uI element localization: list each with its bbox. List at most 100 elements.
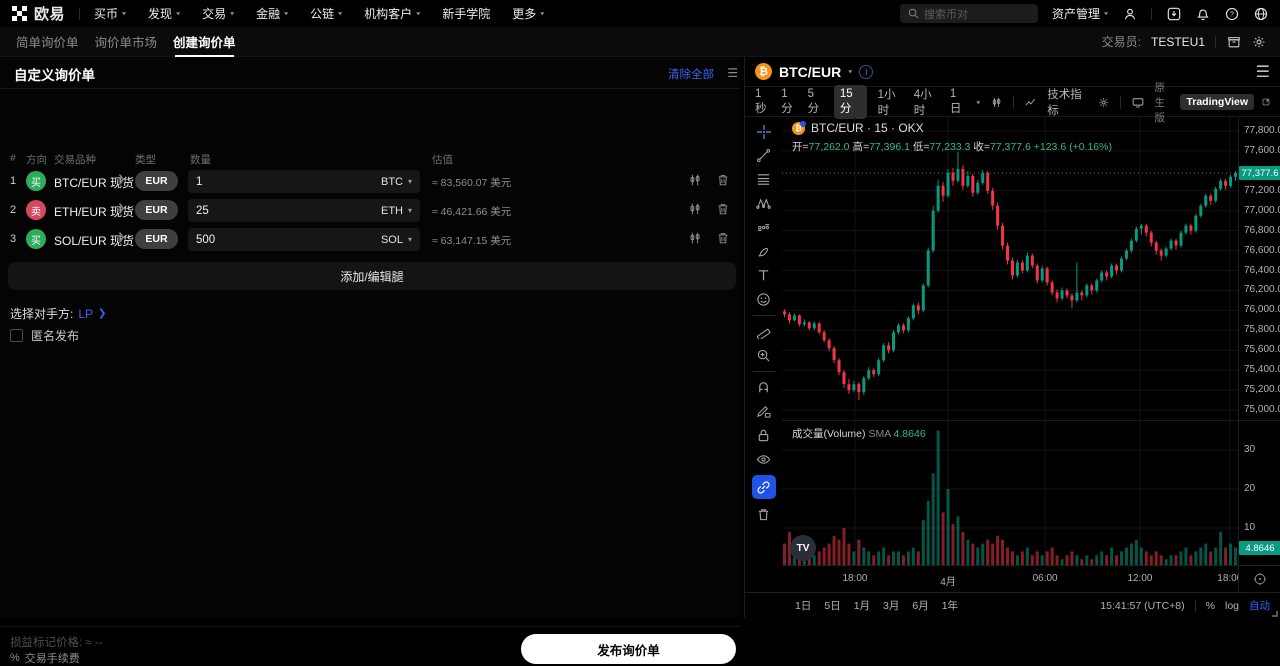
fib-retracement-tool-icon[interactable] — [753, 171, 775, 188]
crosshair-tool-icon[interactable] — [753, 123, 775, 140]
language-globe-icon[interactable] — [1253, 6, 1268, 21]
emoji-tool-icon[interactable] — [753, 291, 775, 308]
range-5d[interactable]: 5日 — [824, 600, 841, 612]
interval-1m[interactable]: 1分 — [781, 88, 793, 115]
sync-drawings-link-tool-icon[interactable] — [751, 475, 776, 499]
chevron-right-icon[interactable]: ❯ — [117, 232, 126, 243]
counterparty-value-link[interactable]: LP — [78, 306, 94, 321]
chart-type-candles-icon[interactable] — [991, 96, 1002, 109]
range-6mo[interactable]: 6月 — [912, 600, 929, 612]
fee-label[interactable]: 交易手续费 — [24, 653, 80, 665]
tradingview-logo[interactable]: TV — [790, 535, 816, 561]
magnet-tool-icon[interactable] — [753, 379, 775, 396]
panel-menu-icon[interactable]: ☰ — [727, 66, 738, 80]
clear-all-link[interactable]: 清除全部 — [668, 69, 714, 81]
download-app-icon[interactable] — [1166, 6, 1181, 21]
delete-row-icon[interactable] — [716, 231, 730, 245]
chevron-down-icon[interactable]: ▾ — [976, 98, 981, 106]
nav-item-trade[interactable]: 交易 ▾ — [202, 7, 235, 21]
tab-rfq-market[interactable]: 询价单市场 — [94, 36, 158, 50]
currency-pill-button[interactable]: EUR — [135, 200, 178, 220]
measure-ruler-tool-icon[interactable] — [753, 323, 775, 340]
nav-item-finance[interactable]: 金融 ▾ — [256, 7, 289, 21]
fullscreen-icon[interactable] — [1262, 95, 1270, 109]
anonymous-checkbox[interactable] — [10, 329, 23, 342]
range-3mo[interactable]: 3月 — [883, 600, 900, 612]
settings-gear-icon[interactable] — [1251, 34, 1266, 49]
pane-divider[interactable] — [782, 420, 1280, 421]
percent-scale-toggle[interactable]: % — [1205, 599, 1215, 612]
native-version-toggle[interactable]: 原生版 — [1154, 81, 1166, 124]
auto-scale-toggle[interactable]: 自动 — [1249, 600, 1270, 612]
publish-rfq-button[interactable]: 发布询价单 — [521, 634, 736, 664]
interval-1h[interactable]: 1小时 — [877, 89, 896, 117]
panel-resize-divider[interactable] — [740, 57, 745, 618]
indicators-label[interactable]: 技术指标 — [1047, 89, 1082, 117]
interval-15m-active[interactable]: 15分 — [833, 85, 867, 119]
chart-settings-gear-icon[interactable] — [1098, 96, 1109, 109]
amount-input[interactable]: 500 SOL ▾ — [188, 228, 420, 251]
text-tool-icon[interactable] — [753, 267, 775, 284]
log-scale-toggle[interactable]: log — [1224, 599, 1239, 612]
currency-pill-button[interactable]: EUR — [135, 229, 178, 249]
unit-select[interactable]: ETH — [380, 204, 403, 217]
amount-input[interactable]: 25 ETH ▾ — [188, 199, 420, 222]
time-axis[interactable]: 18:00 4月 06:00 12:00 18:00 — [782, 565, 1238, 592]
range-1y[interactable]: 1年 — [941, 600, 959, 612]
nav-item-chain[interactable]: 公链 ▾ — [310, 7, 343, 21]
interval-4h[interactable]: 4小时 — [913, 89, 932, 117]
price-axis[interactable]: 77,800.0 77,600.0 77,200.0 77,000.0 76,800.0… — [1238, 117, 1280, 565]
unit-select[interactable]: BTC — [380, 175, 403, 188]
unit-select[interactable]: SOL — [380, 233, 403, 246]
nav-item-more[interactable]: 更多 ▾ — [512, 7, 545, 21]
profile-icon[interactable] — [1122, 6, 1137, 21]
chart-symbol[interactable]: BTC/EUR — [779, 63, 842, 80]
info-icon[interactable]: i — [859, 64, 874, 79]
tab-simple-rfq[interactable]: 简单询价单 — [16, 36, 79, 50]
xabcd-pattern-tool-icon[interactable] — [753, 195, 775, 212]
nav-item-academy[interactable]: 新手学院 — [442, 7, 491, 21]
delete-row-icon[interactable] — [716, 202, 730, 216]
search-input[interactable]: 搜索币对 — [899, 4, 1038, 23]
orders-icon[interactable] — [1226, 34, 1241, 49]
brush-tool-icon[interactable] — [753, 243, 775, 260]
interval-5m[interactable]: 5分 — [807, 88, 820, 115]
resize-corner[interactable] — [1272, 611, 1278, 617]
tab-create-rfq[interactable]: 创建询价单 — [173, 27, 236, 57]
tradingview-toggle[interactable]: TradingView — [1180, 94, 1255, 110]
view-chart-icon[interactable] — [688, 202, 702, 216]
notifications-bell-icon[interactable] — [1195, 6, 1210, 21]
range-1d[interactable]: 1日 — [795, 600, 812, 612]
view-chart-icon[interactable] — [688, 173, 702, 187]
assets-menu[interactable]: 资产管理 ▾ — [1051, 7, 1108, 21]
axis-corner[interactable] — [1238, 565, 1280, 592]
help-icon[interactable]: ? — [1224, 6, 1239, 21]
delete-row-icon[interactable] — [716, 173, 730, 187]
screenshot-icon[interactable] — [1132, 96, 1144, 109]
currency-pill-button[interactable]: EUR — [135, 171, 178, 191]
chart-plot-area[interactable] — [782, 117, 1238, 565]
okx-logo[interactable]: 欧易 — [0, 3, 79, 24]
range-1mo[interactable]: 1月 — [853, 600, 871, 612]
interval-1d[interactable]: 1日 — [949, 88, 962, 115]
chevron-down-icon[interactable]: ▾ — [848, 67, 853, 76]
amount-input[interactable]: 1 BTC ▾ — [188, 170, 420, 193]
volume-tick-label: 20 — [1244, 483, 1256, 494]
chart-menu-icon[interactable]: ☰ — [1255, 63, 1270, 81]
indicators-icon[interactable] — [1025, 96, 1036, 109]
nav-item-discover[interactable]: 发现 ▾ — [148, 7, 181, 21]
zoom-in-tool-icon[interactable] — [753, 347, 775, 364]
forecast-tool-icon[interactable] — [753, 219, 775, 236]
add-edit-leg-button[interactable]: 添加/编辑腿 — [8, 262, 736, 290]
nav-item-buy-crypto[interactable]: 买币 ▾ — [94, 7, 127, 21]
drawing-mode-lock-tool-icon[interactable] — [753, 403, 775, 420]
hide-drawings-eye-tool-icon[interactable] — [753, 451, 775, 468]
interval-1s[interactable]: 1秒 — [755, 88, 767, 115]
chevron-right-icon[interactable]: ❯ — [117, 174, 126, 185]
view-chart-icon[interactable] — [688, 231, 702, 245]
chevron-right-icon[interactable]: ❯ — [117, 203, 126, 214]
nav-item-institutional[interactable]: 机构客户 ▾ — [364, 7, 421, 21]
trend-line-tool-icon[interactable] — [753, 147, 775, 164]
lock-all-tool-icon[interactable] — [753, 427, 775, 444]
remove-drawings-trash-tool-icon[interactable] — [753, 506, 775, 523]
